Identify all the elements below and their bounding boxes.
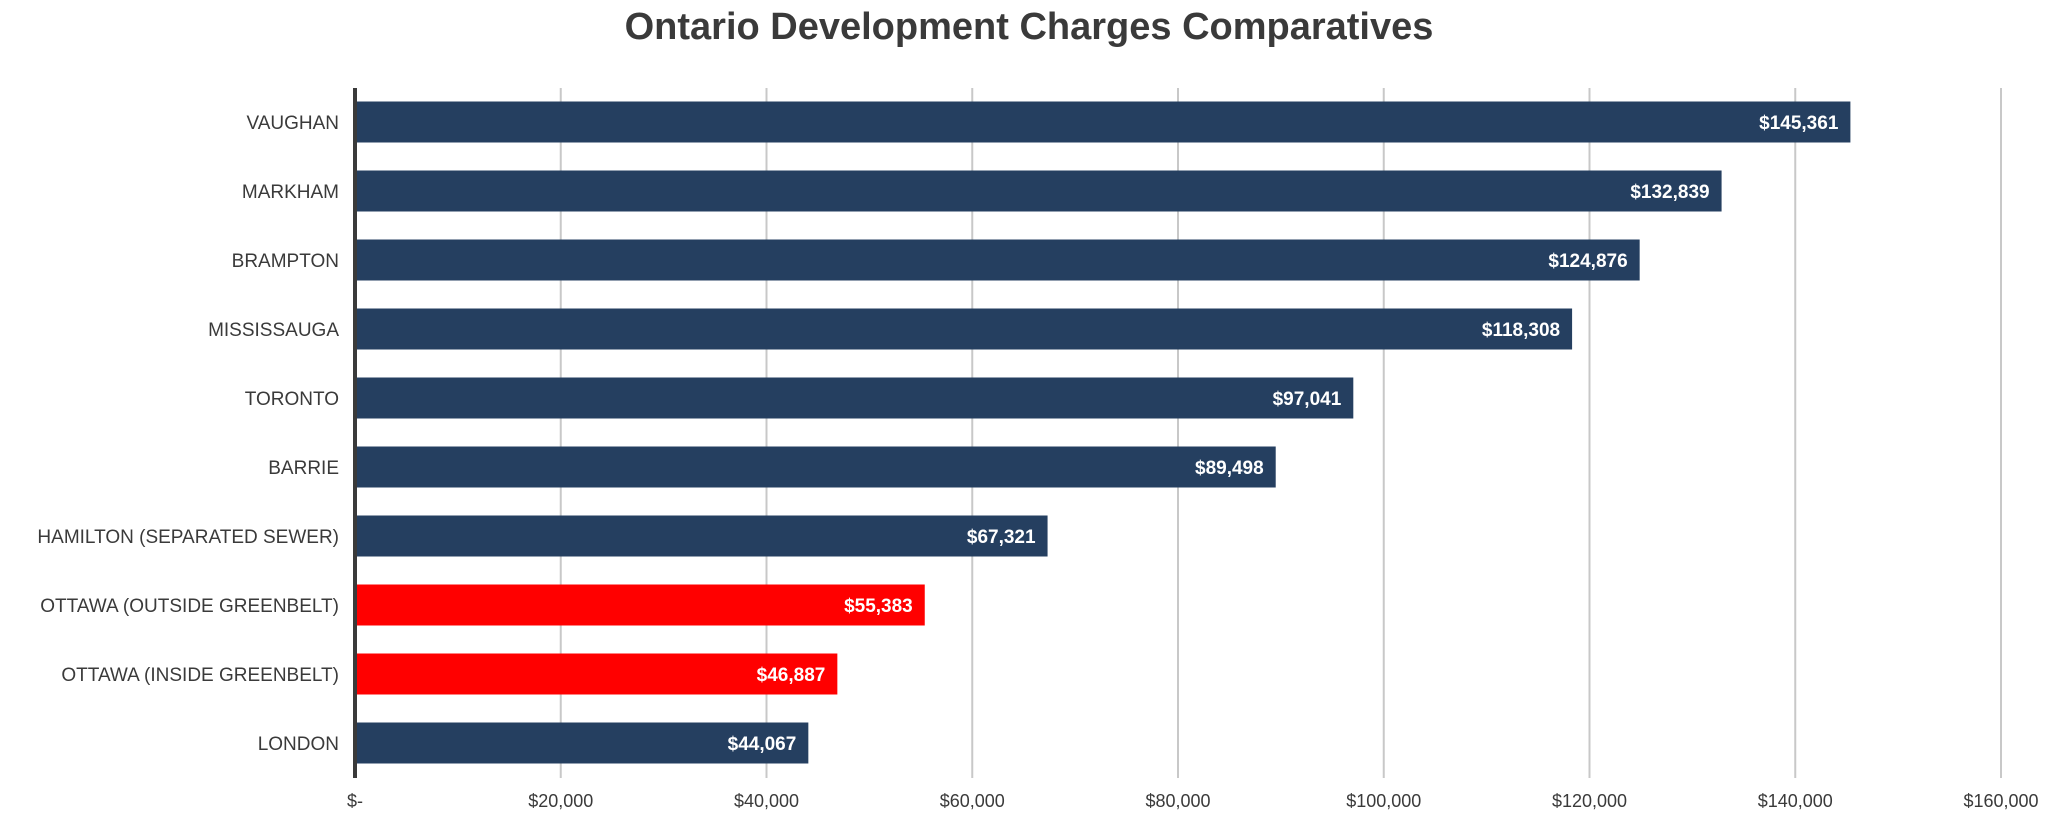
bar-markham bbox=[355, 170, 1722, 212]
bar-vaughan bbox=[355, 101, 1851, 143]
bar-ottawa-inside-greenbelt bbox=[355, 653, 838, 695]
category-label: HAMILTON (SEPARATED SEWER) bbox=[37, 527, 339, 548]
bar-hamilton-separated-sewer bbox=[355, 515, 1048, 557]
chart-title: Ontario Development Charges Comparatives bbox=[624, 6, 1434, 48]
x-tick-label: $40,000 bbox=[734, 791, 799, 811]
x-tick-label: $140,000 bbox=[1758, 791, 1833, 811]
data-label: $118,308 bbox=[1482, 320, 1560, 341]
data-label: $145,361 bbox=[1759, 113, 1839, 134]
x-tick-label: $20,000 bbox=[528, 791, 593, 811]
x-tick-label: $60,000 bbox=[940, 791, 1005, 811]
bar-ottawa-outside-greenbelt bbox=[355, 584, 925, 626]
x-tick-label: $160,000 bbox=[1963, 791, 2038, 811]
bars bbox=[355, 101, 1851, 764]
data-label: $55,383 bbox=[844, 596, 913, 617]
data-label: $46,887 bbox=[757, 665, 826, 686]
category-label: MARKHAM bbox=[242, 182, 339, 203]
data-label: $44,067 bbox=[728, 734, 797, 755]
labels: $- $20,000 $40,000 $60,000 $80,000 $100,000 $1… bbox=[37, 113, 2038, 811]
data-label: $67,321 bbox=[967, 527, 1036, 548]
data-label: $124,876 bbox=[1548, 251, 1627, 272]
bar-toronto bbox=[355, 377, 1354, 419]
x-tick-label: $- bbox=[347, 791, 363, 811]
category-label: BRAMPTON bbox=[232, 251, 339, 272]
bar-mississauga bbox=[355, 308, 1573, 350]
bar-london bbox=[355, 722, 809, 764]
x-tick-label: $80,000 bbox=[1145, 791, 1210, 811]
data-label: $89,498 bbox=[1195, 458, 1264, 479]
category-label: OTTAWA (OUTSIDE GREENBELT) bbox=[40, 596, 339, 617]
category-label: TORONTO bbox=[245, 389, 339, 410]
category-label: MISSISSAUGA bbox=[208, 320, 339, 341]
category-label: VAUGHAN bbox=[246, 113, 339, 134]
bar-barrie bbox=[355, 446, 1276, 488]
bar-brampton bbox=[355, 239, 1640, 281]
category-label: LONDON bbox=[258, 734, 339, 755]
category-label: OTTAWA (INSIDE GREENBELT) bbox=[61, 665, 339, 686]
data-label: $97,041 bbox=[1273, 389, 1342, 410]
x-tick-label: $100,000 bbox=[1346, 791, 1421, 811]
x-tick-label: $120,000 bbox=[1552, 791, 1627, 811]
data-label: $132,839 bbox=[1630, 182, 1709, 203]
category-label: BARRIE bbox=[268, 458, 339, 479]
